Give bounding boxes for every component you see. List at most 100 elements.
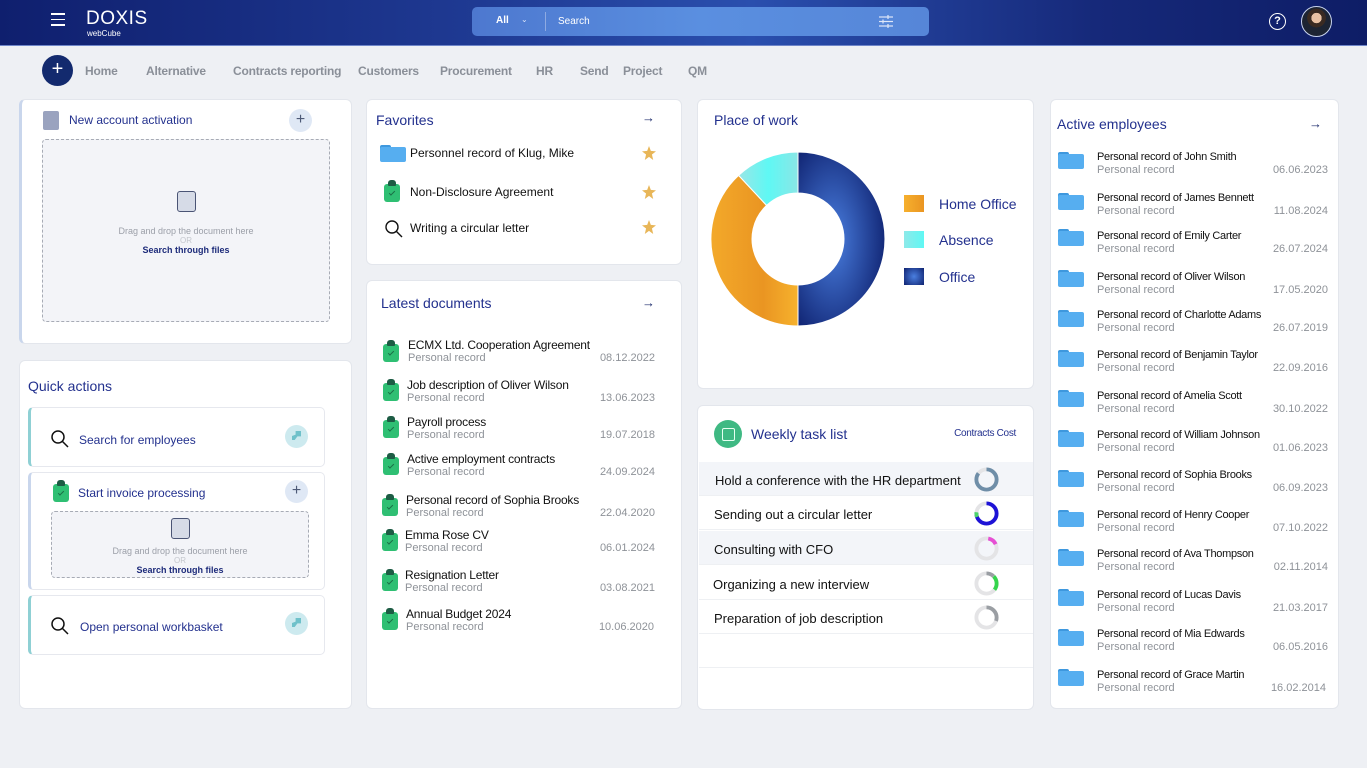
add-button[interactable]: +: [289, 109, 312, 132]
dropzone[interactable]: Drag and drop the document here OR Searc…: [42, 139, 330, 322]
employee-row[interactable]: Personal record of James Bennett Personal…: [1058, 192, 1328, 228]
quick-action-label[interactable]: Search for employees: [79, 433, 196, 447]
progress-ring-icon: [974, 605, 999, 630]
star-icon[interactable]: [642, 220, 656, 234]
employee-type: Personal record: [1097, 641, 1175, 653]
shortcut-arrow-icon[interactable]: [285, 425, 308, 448]
search-files-link[interactable]: Search through files: [142, 245, 230, 255]
document-row[interactable]: Personal record of Sophia Brooks Persona…: [381, 493, 671, 529]
search-icon: [385, 220, 403, 238]
task-row[interactable]: Preparation of job description: [699, 600, 1033, 634]
tab-qm[interactable]: QM: [688, 64, 707, 78]
favorite-item[interactable]: Personnel record of Klug, Mike: [410, 146, 575, 160]
employee-row[interactable]: Personal record of Henry Cooper Personal …: [1058, 509, 1328, 545]
employee-type: Personal record: [1097, 682, 1175, 694]
employee-row[interactable]: Personal record of John Smith Personal re…: [1058, 151, 1328, 187]
task-row[interactable]: Sending out a circular letter: [699, 496, 1033, 530]
favorite-item[interactable]: Non-Disclosure Agreement: [410, 185, 554, 199]
slice-office[interactable]: [797, 151, 886, 327]
tab-contracts-reporting[interactable]: Contracts reporting: [233, 64, 342, 78]
document-row[interactable]: Payroll process Personal record 19.07.20…: [381, 415, 671, 451]
employee-row[interactable]: Personal record of Grace Martin Personal …: [1058, 669, 1328, 705]
search-files-link[interactable]: Search through files: [136, 565, 224, 575]
legend-home-office[interactable]: Home Office: [904, 195, 1017, 212]
menu-icon[interactable]: [51, 13, 65, 27]
quick-action-start-invoice[interactable]: Start invoice processing + Drag and drop…: [28, 472, 325, 590]
employee-type: Personal record: [1097, 205, 1175, 217]
arrow-right-icon[interactable]: →: [642, 110, 655, 125]
employee-row[interactable]: Personal record of Oliver Wilson Personal…: [1058, 270, 1328, 307]
quick-action-search-employees[interactable]: Search for employees: [28, 407, 325, 467]
clipboard-icon: [382, 494, 398, 516]
tab-send[interactable]: Send: [580, 64, 609, 78]
search-input[interactable]: [558, 13, 858, 30]
document-row[interactable]: ECMX Ltd. Cooperation Agreement Personal…: [381, 338, 671, 374]
document-row[interactable]: Active employment contracts Personal rec…: [381, 452, 671, 488]
document-date: 22.04.2020: [599, 507, 655, 519]
logo[interactable]: DOXIS webCube: [86, 9, 148, 39]
employee-row[interactable]: Personal record of Ava Thompson Personal …: [1058, 548, 1328, 584]
tab-home[interactable]: Home: [85, 64, 118, 78]
document-type: Personal record: [408, 352, 486, 364]
employee-row[interactable]: Personal record of Amelia Scott Personal …: [1058, 390, 1328, 426]
dropzone-text: Drag and drop the document here: [112, 546, 248, 556]
employee-row[interactable]: Personal record of Sophia Brooks Personal…: [1058, 469, 1328, 505]
star-icon[interactable]: [642, 185, 656, 199]
document-row[interactable]: Annual Budget 2024 Personal record 10.06…: [381, 607, 671, 643]
quick-action-label[interactable]: Start invoice processing: [78, 486, 206, 500]
arrow-right-icon[interactable]: →: [1309, 116, 1322, 131]
employee-date: 06.06.2023: [1272, 164, 1328, 176]
donut-chart[interactable]: [710, 151, 886, 327]
favorite-item[interactable]: Writing a circular letter: [410, 221, 530, 235]
help-icon[interactable]: ?: [1269, 13, 1286, 30]
tab-project[interactable]: Project: [623, 64, 663, 78]
card-title: Place of work: [714, 112, 799, 128]
employee-row[interactable]: Personal record of Mia Edwards Personal r…: [1058, 628, 1328, 664]
document-date: 24.09.2024: [599, 466, 655, 478]
folder-icon: [1058, 390, 1084, 407]
employee-row[interactable]: Personal record of William Johnson Person…: [1058, 429, 1328, 465]
search-icon: [51, 617, 69, 635]
task-row[interactable]: Organizing a new interview: [699, 566, 1033, 600]
tab-alternative[interactable]: Alternative: [146, 64, 206, 78]
task-row[interactable]: Consulting with CFO: [699, 531, 1033, 565]
add-button[interactable]: +: [285, 480, 308, 503]
star-icon[interactable]: [642, 146, 656, 160]
legend-office[interactable]: Office: [904, 268, 975, 285]
slice-home-office[interactable]: [710, 174, 799, 327]
quick-action-label[interactable]: Open personal workbasket: [80, 620, 223, 634]
document-type: Personal record: [405, 582, 483, 594]
slice-absence[interactable]: [737, 151, 799, 207]
document-row[interactable]: Emma Rose CV Personal record 06.01.2024: [381, 528, 671, 564]
card-title: Weekly task list: [751, 426, 848, 442]
search-scope-select[interactable]: All: [496, 15, 509, 26]
document-row[interactable]: Job description of Oliver Wilson Persona…: [381, 378, 671, 414]
tab-procurement[interactable]: Procurement: [440, 64, 512, 78]
contracts-cost-link[interactable]: Contracts Cost: [954, 428, 1016, 439]
employee-row[interactable]: Personal record of Emily Carter Personal …: [1058, 229, 1328, 266]
document-date: 10.06.2020: [598, 621, 654, 633]
dropzone[interactable]: Drag and drop the document here OR Searc…: [51, 511, 309, 578]
avatar[interactable]: [1301, 6, 1332, 37]
folder-icon: [380, 145, 406, 162]
shortcut-arrow-icon[interactable]: [285, 612, 308, 635]
arrow-right-icon[interactable]: →: [642, 295, 655, 310]
tab-customers[interactable]: Customers: [358, 64, 419, 78]
employee-row[interactable]: Personal record of Lucas Davis Personal r…: [1058, 589, 1328, 625]
employee-row[interactable]: Personal record of Charlotte Adams Person…: [1058, 309, 1328, 345]
task-row[interactable]: Hold a conference with the HR department: [699, 462, 1033, 496]
legend-absence[interactable]: Absence: [904, 231, 993, 248]
employee-name: Personal record of Oliver Wilson: [1097, 271, 1246, 283]
employee-type: Personal record: [1097, 284, 1175, 296]
weekly-task-list-card: Weekly task list Contracts Cost Hold a c…: [697, 405, 1034, 710]
employee-date: 06.09.2023: [1272, 482, 1328, 494]
quick-action-open-workbasket[interactable]: Open personal workbasket: [28, 595, 325, 655]
employee-date: 26.07.2024: [1272, 243, 1328, 255]
chevron-down-icon[interactable]: ⌄: [521, 15, 528, 24]
add-tab-button[interactable]: +: [42, 55, 73, 86]
filter-icon[interactable]: [879, 15, 893, 28]
document-row[interactable]: Resignation Letter Personal record 03.08…: [381, 568, 671, 604]
employee-row[interactable]: Personal record of Benjamin Taylor Person…: [1058, 349, 1328, 385]
tab-hr[interactable]: HR: [536, 64, 553, 78]
employee-name: Personal record of James Bennett: [1097, 192, 1254, 204]
